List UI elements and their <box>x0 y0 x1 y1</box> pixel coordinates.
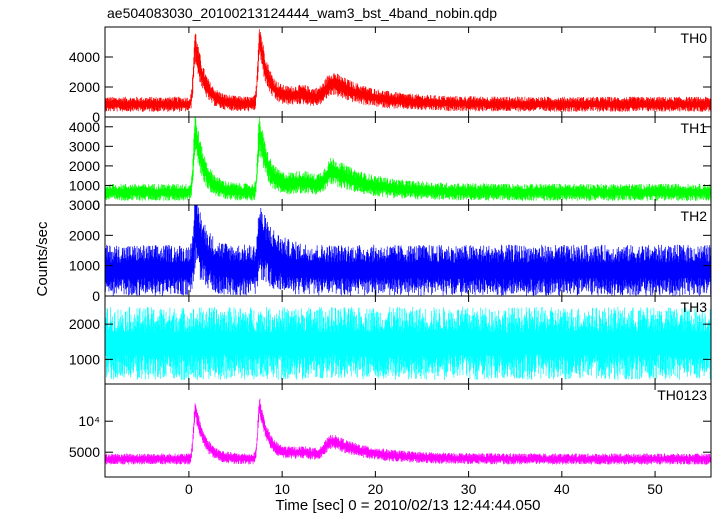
series-th0 <box>105 29 711 112</box>
panel-th0123: 5000 10⁴ TH0123 <box>69 383 712 478</box>
y-tick-label: 1000 <box>69 351 100 367</box>
y-tick-label: 0 <box>92 288 100 304</box>
y-axis-label: Counts/sec <box>34 221 51 297</box>
series-th2 <box>105 205 711 296</box>
x-tick-label: 20 <box>368 481 384 497</box>
y-tick-label: 2000 <box>69 227 100 243</box>
y-tick-label: 10⁴ <box>78 413 100 429</box>
y-tick-label: 0 <box>92 109 100 125</box>
band-label-th2: TH2 <box>681 208 708 224</box>
panel-th1: 0 1000 2000 3000 4000 TH1 <box>69 116 712 213</box>
series-th1 <box>105 117 711 201</box>
x-tick-label: 30 <box>461 481 477 497</box>
series-th3 <box>105 306 711 381</box>
y-tick-label: 2000 <box>69 158 100 174</box>
x-tick-label: 10 <box>274 481 290 497</box>
panel-th0: 0 2000 4000 TH0 <box>69 26 712 125</box>
band-label-th3: TH3 <box>681 299 708 315</box>
series-th0123 <box>105 398 711 465</box>
y-tick-label: 1000 <box>69 258 100 274</box>
y-tick-label: 2000 <box>69 79 100 95</box>
x-tick-label: 0 <box>185 481 193 497</box>
y-tick-label: 2000 <box>69 316 100 332</box>
band-label-th0: TH0 <box>681 30 708 46</box>
x-tick-label: 40 <box>554 481 570 497</box>
panel-frame <box>104 383 712 478</box>
x-tick-label: 50 <box>647 481 663 497</box>
y-tick-label: 4000 <box>69 49 100 65</box>
y-tick-label: 0 <box>92 197 100 213</box>
band-label-th0123: TH0123 <box>657 387 707 403</box>
panel-th3: 1000 2000 TH3 <box>69 295 712 385</box>
y-tick-label: 4000 <box>69 119 100 135</box>
x-axis-label: Time [sec] 0 = 2010/02/13 12:44:44.050 <box>275 497 540 514</box>
y-tick-label: 5000 <box>69 444 100 460</box>
y-tick-label: 1000 <box>69 177 100 193</box>
panel-th2: 0 1000 2000 3000 TH2 <box>69 197 712 304</box>
chart-title: ae504083030_20100213124444_wam3_bst_4ban… <box>107 5 497 21</box>
band-label-th1: TH1 <box>681 120 708 136</box>
y-tick-label: 3000 <box>69 197 100 213</box>
y-tick-label: 3000 <box>69 138 100 154</box>
